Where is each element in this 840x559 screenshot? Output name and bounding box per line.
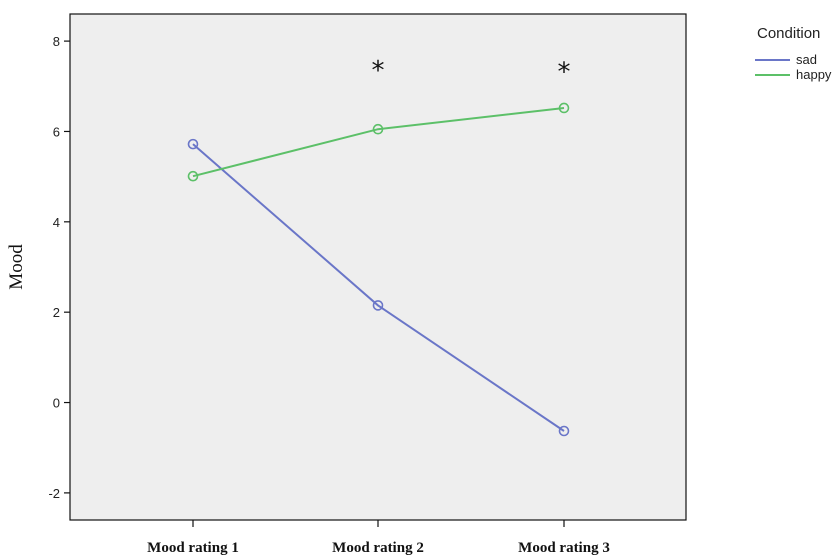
- annotations: * *: [372, 56, 571, 87]
- series-line-sad: [192, 143, 565, 432]
- y-tick-label: 4: [53, 215, 60, 230]
- series-layer: [187, 102, 570, 437]
- significance-asterisk: *: [558, 57, 571, 87]
- y-axis-title: Mood: [6, 244, 27, 290]
- legend-label-happy: happy: [796, 67, 832, 82]
- significance-asterisk: *: [372, 56, 385, 86]
- x-category-label: Mood rating 3: [518, 540, 610, 556]
- x-axis-ticks: Mood rating 1 Mood rating 2 Mood rating 3: [147, 520, 610, 556]
- data-point-happy: [187, 170, 199, 182]
- y-axis-ticks: -2 0 2 4 6 8: [48, 34, 70, 501]
- data-point-sad: [558, 425, 570, 437]
- legend-title: Condition: [757, 25, 820, 42]
- y-tick-label: 8: [53, 34, 60, 49]
- y-tick-label: 2: [53, 305, 60, 320]
- x-category-label: Mood rating 2: [332, 540, 424, 556]
- y-tick-label: -2: [48, 486, 60, 501]
- series-line-happy: [192, 106, 565, 178]
- data-point-happy: [558, 102, 570, 114]
- data-point-sad: [372, 300, 384, 311]
- y-tick-label: 0: [53, 396, 60, 411]
- x-category-label: Mood rating 1: [147, 540, 239, 556]
- data-point-sad: [187, 138, 199, 150]
- legend-label-sad: sad: [796, 52, 817, 67]
- data-point-happy: [372, 123, 384, 135]
- y-tick-label: 6: [53, 124, 60, 139]
- plot-area: [69, 13, 687, 521]
